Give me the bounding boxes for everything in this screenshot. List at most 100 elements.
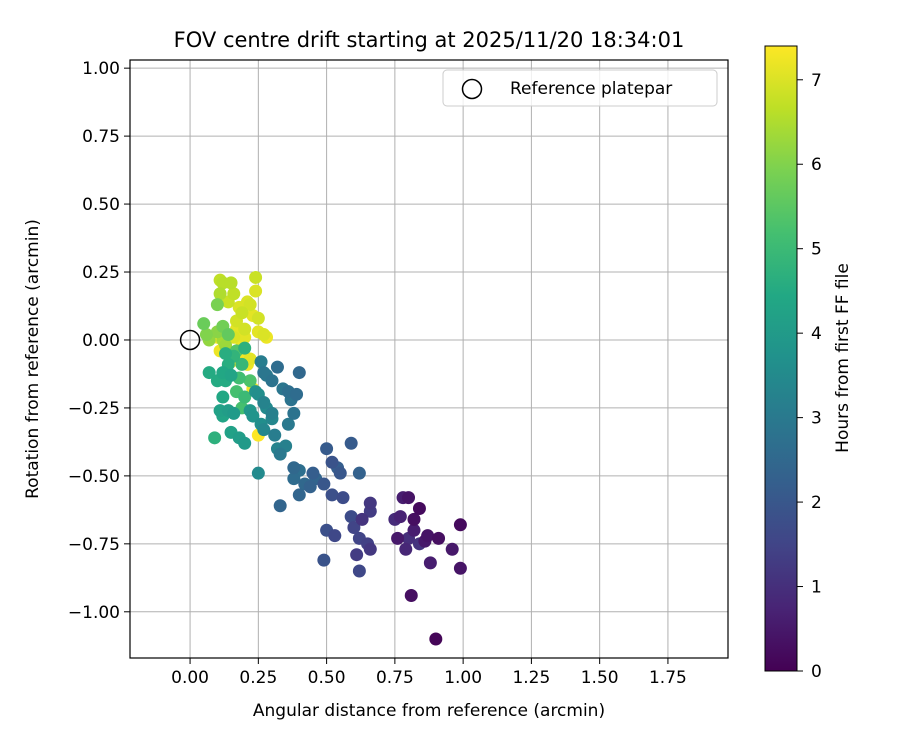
y-tick-label: 0.00 bbox=[82, 331, 120, 351]
scatter-point bbox=[391, 531, 405, 545]
scatter-point bbox=[227, 287, 241, 301]
colorbar-tick-label: 6 bbox=[811, 155, 822, 175]
scatter-point bbox=[325, 455, 339, 469]
scatter-point bbox=[352, 466, 366, 480]
reference-platepar-marker bbox=[179, 329, 201, 351]
scatter-point bbox=[453, 518, 467, 532]
y-tick-label: 1.00 bbox=[82, 59, 120, 79]
scatter-point bbox=[429, 632, 443, 646]
scatter-point bbox=[421, 529, 435, 543]
colorbar-ticks: 0 1 2 3 4 5 6 7 bbox=[797, 71, 822, 682]
scatter-point bbox=[199, 328, 213, 342]
legend: Reference platepar bbox=[442, 69, 718, 107]
scatter-point bbox=[257, 395, 271, 409]
scatter-point bbox=[344, 510, 358, 524]
legend-marker bbox=[461, 78, 483, 100]
scatter-point bbox=[352, 564, 366, 578]
scatter-point bbox=[281, 417, 295, 431]
scatter-point bbox=[270, 360, 284, 374]
scatter-point bbox=[412, 502, 426, 515]
scatter-point bbox=[249, 284, 263, 298]
scatter-point bbox=[355, 512, 369, 526]
scatter-point bbox=[216, 390, 230, 404]
scatter-point bbox=[290, 387, 304, 401]
scatter-point bbox=[265, 374, 279, 388]
x-axis-ticks: 0.00 0.25 0.50 0.75 1.00 1.25 1.50 1.75 bbox=[171, 658, 687, 688]
colorbar-tick-label: 4 bbox=[811, 324, 822, 344]
colorbar-label: Hours from first FF file bbox=[833, 263, 853, 453]
scatter-point bbox=[243, 298, 257, 312]
scatter-point bbox=[320, 442, 334, 456]
x-axis-title: Angular distance from reference (arcmin) bbox=[253, 701, 605, 721]
scatter-point bbox=[344, 436, 358, 450]
scatter-point bbox=[235, 306, 249, 320]
grid-lines bbox=[130, 60, 728, 658]
scatter-point bbox=[317, 477, 331, 491]
scatter-point bbox=[243, 374, 257, 388]
colorbar-tick-label: 5 bbox=[811, 240, 822, 260]
x-tick-label: 0.00 bbox=[171, 668, 209, 688]
scatter-point bbox=[432, 531, 446, 545]
scatter-point bbox=[445, 542, 459, 556]
scatter-point bbox=[347, 521, 361, 535]
x-tick-label: 0.50 bbox=[308, 668, 346, 688]
scatter-point bbox=[393, 510, 407, 524]
colorbar-tick-label: 3 bbox=[811, 409, 822, 429]
plot-frame bbox=[129, 59, 729, 659]
scatter-point bbox=[210, 298, 224, 312]
x-tick-label: 1.50 bbox=[581, 668, 619, 688]
colorbar-tick-label: 0 bbox=[811, 662, 822, 682]
scatter-point bbox=[257, 328, 271, 342]
scatter-point bbox=[251, 311, 265, 325]
scatter-point bbox=[453, 561, 467, 575]
scatter-point bbox=[404, 588, 418, 602]
scatter-point bbox=[251, 466, 265, 480]
scatter-point bbox=[325, 488, 339, 502]
scatter-point bbox=[257, 423, 271, 437]
scatter-point bbox=[317, 553, 331, 567]
y-axis-title: Rotation from reference (arcmin) bbox=[23, 219, 43, 499]
scatter-point bbox=[238, 436, 252, 450]
x-tick-label: 1.00 bbox=[444, 668, 482, 688]
scatter-point bbox=[273, 447, 287, 461]
scatter-point bbox=[287, 461, 301, 475]
scatter-point bbox=[292, 366, 306, 380]
legend-entry-reference-platepar: Reference platepar bbox=[510, 79, 672, 99]
scatter-point bbox=[221, 328, 235, 342]
x-tick-label: 1.75 bbox=[649, 668, 687, 688]
colorbar-tick-label: 7 bbox=[811, 71, 822, 91]
x-tick-label: 0.25 bbox=[239, 668, 277, 688]
scatter-point bbox=[350, 548, 364, 562]
y-tick-label: 0.25 bbox=[82, 263, 120, 283]
scatter-point bbox=[268, 428, 282, 442]
scatter-point bbox=[235, 357, 249, 371]
scatter-point bbox=[197, 317, 211, 331]
scatter-point bbox=[287, 472, 301, 486]
scatter-point bbox=[265, 406, 279, 420]
colorbar-gradient bbox=[764, 45, 798, 672]
y-tick-label: −0.25 bbox=[68, 399, 120, 419]
scatter-point bbox=[292, 488, 306, 502]
scatter-point bbox=[238, 341, 252, 355]
scatter-points bbox=[197, 270, 467, 646]
scatter-point bbox=[363, 542, 377, 556]
y-tick-label: 0.50 bbox=[82, 195, 120, 215]
scatter-point bbox=[333, 466, 347, 480]
scatter-point bbox=[257, 366, 271, 380]
scatter-point bbox=[254, 355, 268, 369]
scatter-point bbox=[423, 556, 437, 570]
scatter-point bbox=[402, 491, 416, 505]
colorbar-tick-label: 2 bbox=[811, 493, 822, 513]
scatter-point bbox=[219, 347, 233, 361]
scatter-point bbox=[363, 496, 377, 510]
scatter-point bbox=[208, 431, 222, 445]
colorbar: 0 1 2 3 4 5 6 7 Hours from first FF file bbox=[764, 45, 853, 682]
scatter-point bbox=[273, 499, 287, 513]
scatter-point bbox=[238, 322, 252, 336]
y-tick-label: −0.50 bbox=[68, 467, 120, 487]
scatter-point bbox=[306, 466, 320, 480]
scatter-point bbox=[336, 491, 350, 505]
y-tick-label: −1.00 bbox=[68, 603, 120, 623]
scatter-point bbox=[407, 512, 421, 526]
